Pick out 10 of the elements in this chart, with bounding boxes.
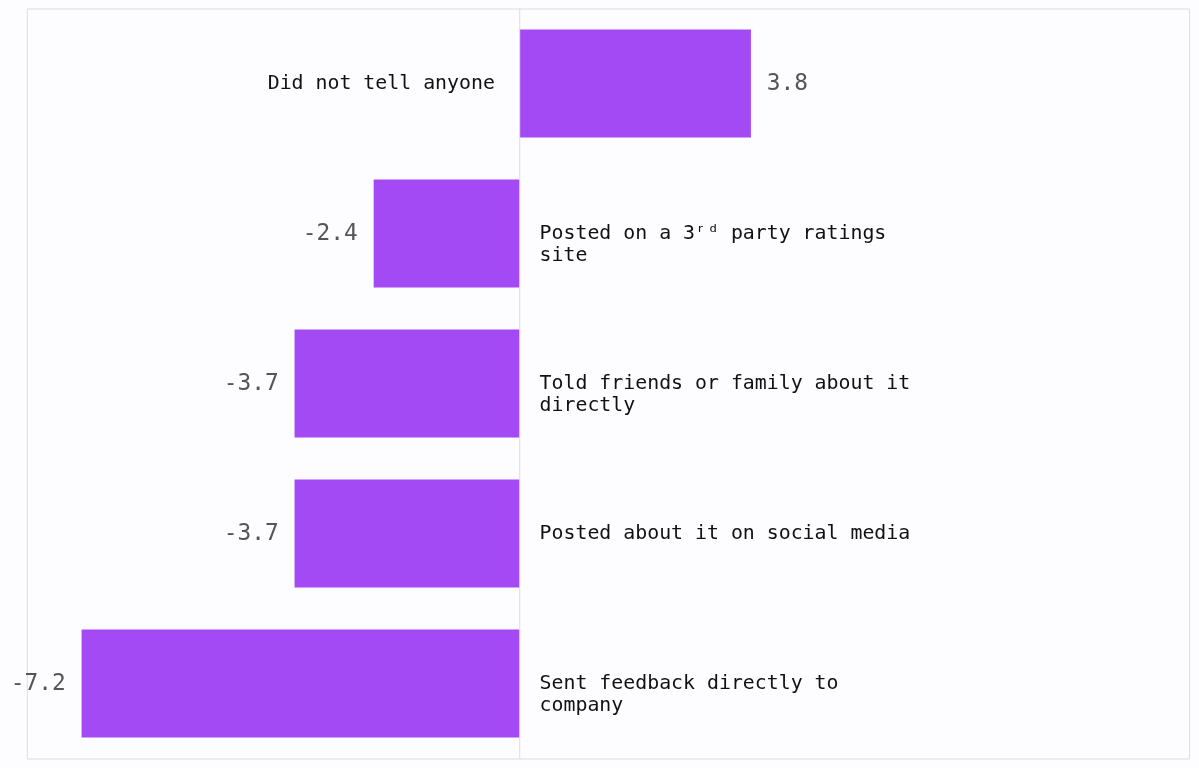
y-tick-label: Posted on a 3ʳᵈ party ratings site xyxy=(539,221,887,267)
data-label: -7.2 xyxy=(10,669,66,696)
y-tick-label: Did not tell anyone xyxy=(267,71,495,95)
data-label: -2.4 xyxy=(302,219,358,246)
y-tick-label: Sent feedback directly to company xyxy=(539,671,839,717)
data-label: -3.7 xyxy=(223,519,279,546)
y-tick-label: Told friends or family about it directly xyxy=(539,371,911,417)
y-tick-label: Posted about it on social media xyxy=(539,521,911,545)
data-label: -3.7 xyxy=(223,369,279,396)
data-label: 3.8 xyxy=(766,69,809,96)
